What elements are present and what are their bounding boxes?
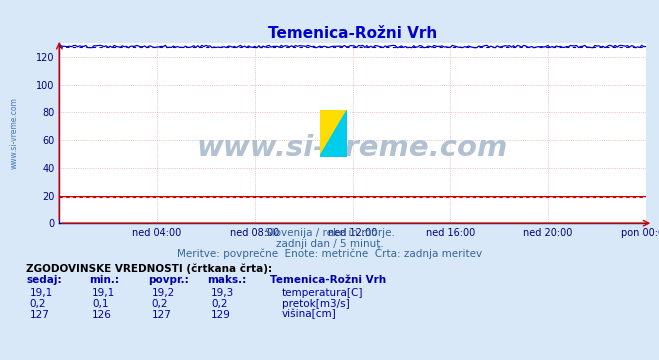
Text: maks.:: maks.:	[208, 275, 247, 285]
Text: višina[cm]: višina[cm]	[282, 309, 337, 320]
Text: min.:: min.:	[89, 275, 119, 285]
Polygon shape	[320, 110, 347, 157]
Text: temperatura[C]: temperatura[C]	[282, 288, 364, 298]
Text: Slovenija / reke in morje.: Slovenija / reke in morje.	[264, 228, 395, 238]
Text: www.si-vreme.com: www.si-vreme.com	[197, 134, 508, 162]
Text: pretok[m3/s]: pretok[m3/s]	[282, 299, 350, 309]
Text: ZGODOVINSKE VREDNOSTI (črtkana črta):: ZGODOVINSKE VREDNOSTI (črtkana črta):	[26, 263, 272, 274]
Text: 127: 127	[152, 310, 171, 320]
Text: povpr.:: povpr.:	[148, 275, 189, 285]
Text: 0,2: 0,2	[30, 299, 46, 309]
Text: 0,2: 0,2	[152, 299, 168, 309]
Text: 19,2: 19,2	[152, 288, 175, 298]
Text: www.si-vreme.com: www.si-vreme.com	[10, 97, 19, 169]
Polygon shape	[320, 110, 347, 157]
Text: 19,1: 19,1	[30, 288, 53, 298]
Text: Temenica-Rožni Vrh: Temenica-Rožni Vrh	[270, 275, 386, 285]
Text: 126: 126	[92, 310, 112, 320]
Title: Temenica-Rožni Vrh: Temenica-Rožni Vrh	[268, 26, 437, 41]
Text: Meritve: povprečne  Enote: metrične  Črta: zadnja meritev: Meritve: povprečne Enote: metrične Črta:…	[177, 247, 482, 260]
Text: 127: 127	[30, 310, 49, 320]
Text: 0,2: 0,2	[211, 299, 227, 309]
Text: 19,1: 19,1	[92, 288, 115, 298]
Text: sedaj:: sedaj:	[26, 275, 62, 285]
Text: zadnji dan / 5 minut.: zadnji dan / 5 minut.	[275, 239, 384, 249]
Text: 129: 129	[211, 310, 231, 320]
Text: 0,1: 0,1	[92, 299, 109, 309]
Text: 19,3: 19,3	[211, 288, 234, 298]
